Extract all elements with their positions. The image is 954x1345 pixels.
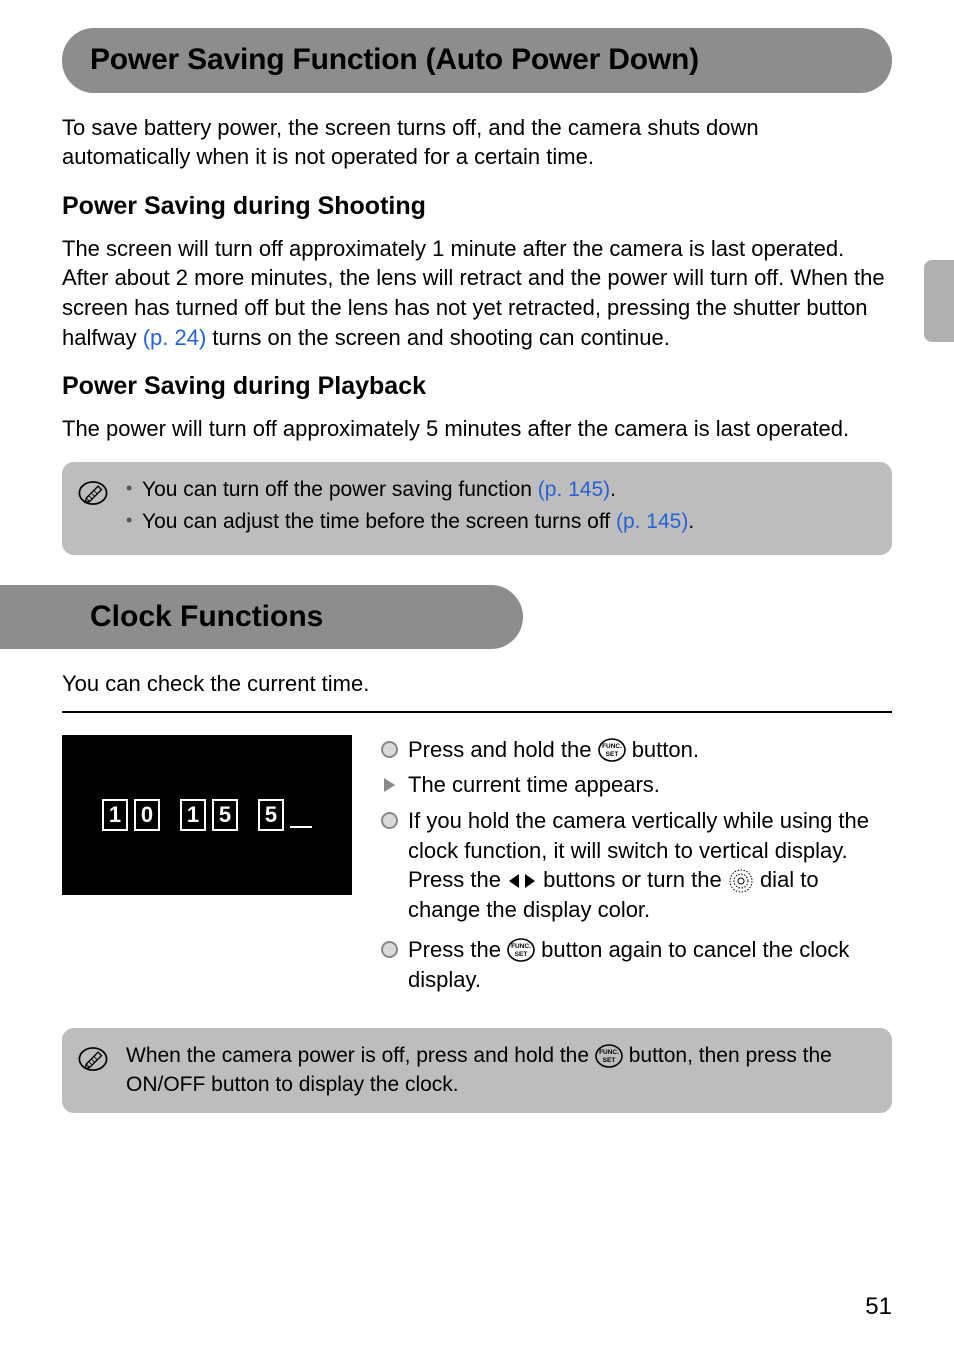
note-box-power-saving: You can turn off the power saving functi…: [62, 462, 892, 555]
func-set-icon: FUNC.SET: [507, 938, 535, 962]
clock-display-image: 1 0 1 5 5: [62, 735, 352, 895]
bullet-icon: [381, 741, 398, 758]
list-item: You can turn off the power saving functi…: [126, 476, 694, 504]
page-number: 51: [865, 1291, 892, 1323]
step-text: Press the FUNC.SET button again to cance…: [408, 935, 892, 994]
section-heading-power-saving: Power Saving Function (Auto Power Down): [62, 28, 892, 93]
clock-row: 1 0 1 5 5 Press and hold the FUNC.SET bu…: [62, 735, 892, 1001]
sub-heading-shooting: Power Saving during Shooting: [62, 190, 892, 224]
triangle-icon: [384, 778, 395, 792]
step-item: Press and hold the FUNC.SET button.: [380, 735, 892, 765]
clock-intro: You can check the current time.: [62, 669, 892, 699]
page-link[interactable]: (p. 145): [616, 510, 688, 533]
clock-digit-blank: [290, 802, 312, 828]
dial-icon: [728, 868, 754, 894]
section-heading-clock: Clock Functions: [0, 585, 523, 650]
clock-digit: 1: [102, 799, 128, 831]
bullet-icon: [381, 812, 398, 829]
step-text: The current time appears.: [408, 770, 660, 800]
section-heading-wrapper: Clock Functions: [62, 585, 892, 670]
clock-digit: 5: [258, 799, 284, 831]
divider: [62, 711, 892, 713]
playback-paragraph: The power will turn off approximately 5 …: [62, 414, 892, 444]
left-right-icon: [507, 871, 537, 891]
clock-digit: 5: [212, 799, 238, 831]
page-link[interactable]: (p. 24): [143, 325, 207, 350]
text-fragment: button.: [626, 737, 699, 762]
text-fragment: buttons or turn the: [537, 867, 728, 892]
text-fragment: You can adjust the time before the scree…: [142, 510, 616, 533]
side-tab: [924, 260, 954, 342]
svg-text:SET: SET: [605, 751, 618, 758]
list-item: You can adjust the time before the scree…: [126, 508, 694, 536]
text-fragment: You can turn off the power saving functi…: [142, 478, 538, 501]
step-item: The current time appears.: [380, 770, 892, 800]
step-text: If you hold the camera vertically while …: [408, 806, 892, 925]
note-box-clock: When the camera power is off, press and …: [62, 1028, 892, 1113]
clock-digit: 0: [134, 799, 160, 831]
text-fragment: Press and hold the: [408, 737, 598, 762]
text-fragment: .: [610, 478, 616, 501]
step-item: Press the FUNC.SET button again to cance…: [380, 935, 892, 994]
note-icon: [76, 476, 110, 510]
svg-text:FUNC.: FUNC.: [511, 943, 531, 950]
step-text: Press and hold the FUNC.SET button.: [408, 735, 699, 765]
svg-text:SET: SET: [515, 951, 528, 958]
svg-text:FUNC.: FUNC.: [602, 743, 622, 750]
clock-digit: 1: [180, 799, 206, 831]
sub-heading-playback: Power Saving during Playback: [62, 370, 892, 404]
bullet-icon: [381, 941, 398, 958]
shooting-paragraph: The screen will turn off approximately 1…: [62, 234, 892, 353]
clock-steps: Press and hold the FUNC.SET button. The …: [380, 735, 892, 1001]
page-link[interactable]: (p. 145): [538, 478, 610, 501]
func-set-icon: FUNC.SET: [595, 1044, 623, 1068]
svg-text:SET: SET: [603, 1057, 616, 1064]
note-text: When the camera power is off, press and …: [126, 1042, 874, 1099]
text-fragment: When the camera power is off, press and …: [126, 1044, 595, 1067]
text-fragment: Press the: [408, 937, 507, 962]
note-list: You can turn off the power saving functi…: [126, 476, 694, 541]
text-fragment: .: [688, 510, 694, 533]
step-item: If you hold the camera vertically while …: [380, 806, 892, 925]
text-fragment: turns on the screen and shooting can con…: [206, 325, 670, 350]
intro-paragraph: To save battery power, the screen turns …: [62, 113, 892, 172]
func-set-icon: FUNC.SET: [598, 738, 626, 762]
note-icon: [76, 1042, 110, 1076]
svg-text:FUNC.: FUNC.: [599, 1049, 619, 1056]
